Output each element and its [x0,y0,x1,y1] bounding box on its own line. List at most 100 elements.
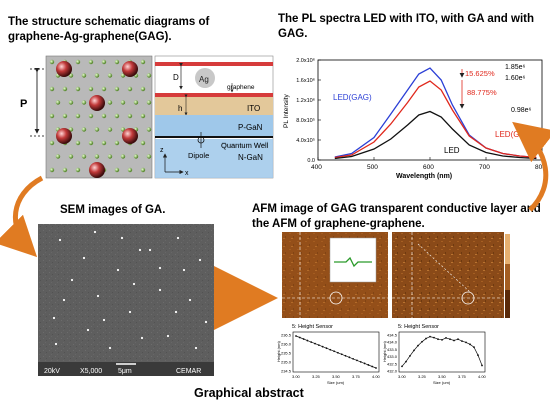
footer-caption: Graphical abstract [194,386,304,400]
graphene-dot [101,113,107,119]
ag-nanoparticle [122,128,138,144]
afm-profile-line [295,335,377,369]
sem-particle [198,258,202,262]
sem-particle [120,236,124,240]
graphene-dot [114,140,120,146]
sem-particle [116,268,120,272]
graphene-dot [94,154,100,159]
pl-xtick-label: 700 [479,164,490,171]
graphene-dot [107,73,113,78]
sem-particle [194,346,198,350]
graphene-dot [62,113,68,119]
axis-x-label: x [185,170,189,177]
afm-caption: AFM image of GAG transparent conductive … [252,203,541,230]
ag-particle [195,68,215,88]
graphene-dot [62,167,68,173]
pl-annot-v-led: 0.98e⁶ [511,107,532,114]
graphene-dot [81,73,87,78]
sem-scale: 5μm [118,368,132,375]
graphene-dot [75,167,81,173]
graphene-dot [146,73,152,78]
ito-label: ITO [247,104,260,113]
afm-ylabel: Height (nm) [276,340,281,362]
pl-annot-pct2: 88.775% [467,88,497,97]
pl-ytick-label: 8.0x10⁵ [296,117,315,124]
afm-ytick-label: 432.0 [387,369,398,374]
afm-xlabel: Size (um) [327,380,345,385]
ag-label: Ag [199,75,209,84]
afm-map-right [392,232,504,318]
graphene-dot [55,100,61,105]
graphene-dot [75,113,81,119]
afm-ytick-label: 235.5 [281,351,292,356]
pl-annot-pct1: 15.625% [465,69,495,78]
pl-ylabel: PL Intensity [283,94,290,128]
sem-particle [148,248,152,252]
pl-ytick-label: 0.0 [307,158,315,164]
afm-ytick-label: 236.5 [281,333,292,338]
afm-profile-line [401,336,483,367]
graphene-dot [101,86,107,92]
graphene-dot [127,86,133,92]
afm-ytick-label: 433.5 [387,347,398,352]
pl-annot-v-ga: 1.60e⁶ [505,75,526,82]
sem-particle [176,236,180,240]
ag-nanoparticle [56,61,72,77]
ngan-label: N-GaN [238,153,263,162]
sem-particle [82,256,86,260]
pl-ytick-label: 1.2x10⁶ [296,97,315,104]
graphene-dot [127,113,133,119]
dipole-label: Dipole [188,151,209,160]
afm-xtick-label: 3.25 [312,374,321,379]
graphene-dot [49,140,55,146]
graphene-dot [68,154,74,159]
graphene-dot [88,86,94,92]
pl-label-ga: LED(GA) [495,130,528,139]
graphene-dot [146,100,152,105]
gag-caption: The structure schematic diagrams of grap… [8,16,210,43]
pl-xtick-label: 600 [423,164,434,171]
sem-caption: SEM images of GA. [60,204,166,216]
graphene-dot [75,86,81,92]
sem-particle [138,248,142,252]
sem-particle [52,316,56,320]
sem-particle [166,334,170,338]
afm-ytick-label: 434.5 [387,333,398,338]
afm-p2-title: 5: Height Sensor [398,324,439,330]
graphene-dot [114,59,120,65]
graphene-dot [114,86,120,92]
graphene-dot [146,127,152,132]
sem-particle [102,318,106,322]
afm-ytick-label: 234.5 [281,369,292,374]
arrow-left-curve [0,175,44,258]
sem-particle [132,282,136,286]
graphene-dot [49,86,55,92]
graphene-dot [49,113,55,119]
sem-particle [54,342,58,346]
pl-xtick-label: 500 [367,164,378,171]
sem-particle [140,336,144,340]
sem-particle [58,238,62,242]
ag-nanoparticle [89,162,105,178]
graphene-dot [81,100,87,105]
pl-xlabel: Wavelength (nm) [396,173,452,180]
sem-particle [188,298,192,302]
graphene-dot [140,86,146,92]
sem-particle [174,310,178,314]
graphene-dot [81,127,87,132]
graphene-dot [133,154,139,159]
pl-series-led [334,110,537,160]
graphene-dot [88,113,94,119]
afm-ytick-label: 236.0 [281,342,292,347]
graphene-dot [127,167,133,173]
sem-particle [182,268,186,272]
arrow-right-curve [512,121,550,212]
sem-mag: X5,000 [80,368,102,375]
graphene-dot [107,127,113,132]
afm-xtick-label: 3.75 [352,374,361,379]
ag-nanoparticle [56,128,72,144]
pl-annot-v-gag: 1.85e⁶ [505,64,526,71]
graphene-dot [114,113,120,119]
afm-xtick-label: 3.75 [458,374,467,379]
